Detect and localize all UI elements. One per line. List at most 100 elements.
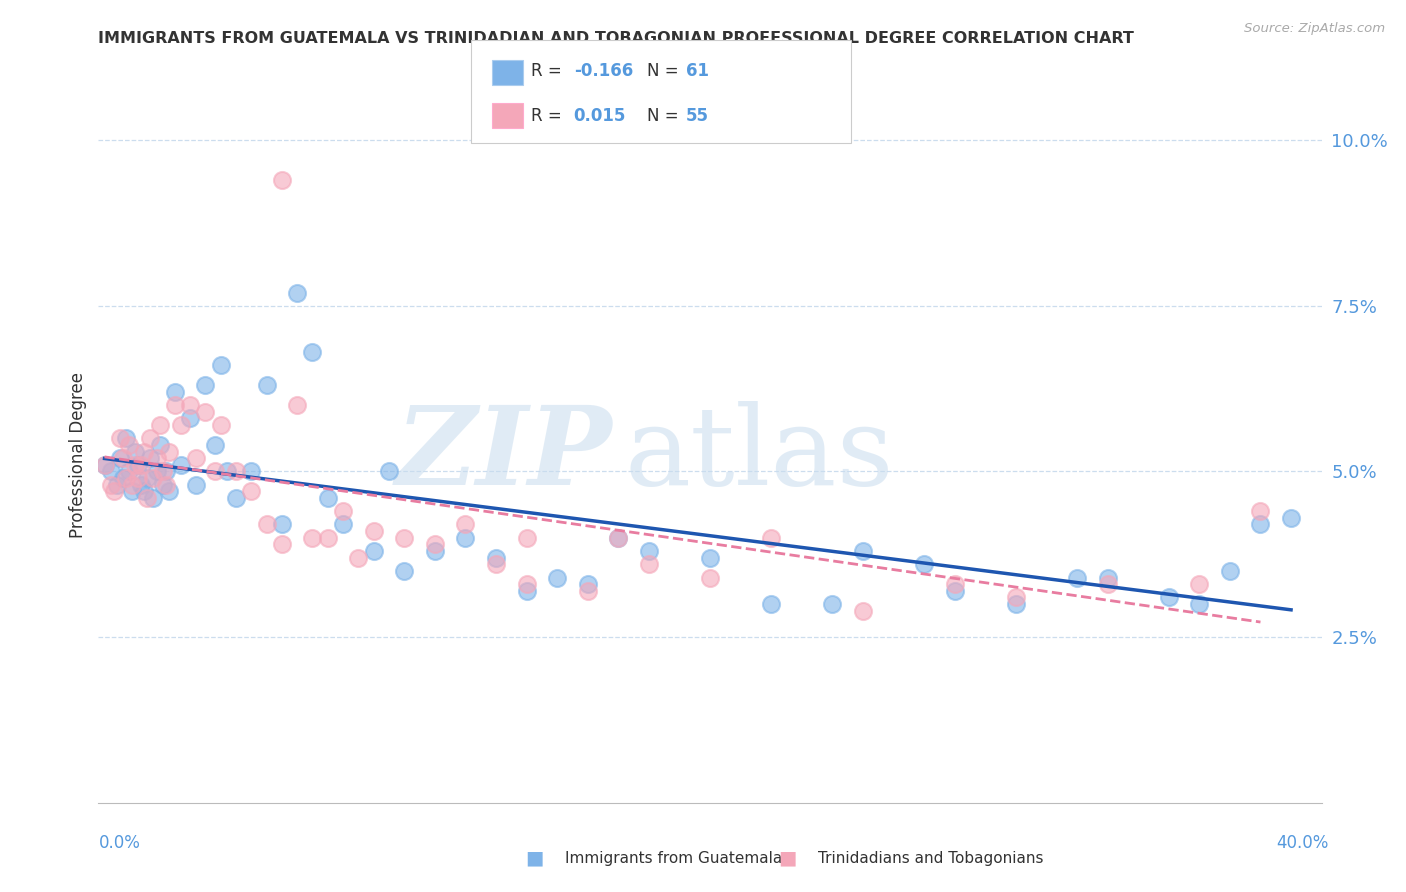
Point [485,558,508,572]
Point [607,531,630,545]
Point [225,465,247,479]
Point [111,451,134,466]
Text: ■: ■ [778,848,797,868]
Point [152,477,174,491]
Point [852,544,875,558]
Point [100,465,122,479]
Point [240,465,263,479]
Point [215,465,238,479]
Point [943,583,966,598]
Text: IMMIGRANTS FROM GUATEMALA VS TRINIDADIAN AND TOBAGONIAN PROFESSIONAL DEGREE CORR: IMMIGRANTS FROM GUATEMALA VS TRINIDADIAN… [98,31,1135,46]
Point [516,577,538,591]
Point [1097,570,1119,584]
Point [152,465,174,479]
Point [423,544,446,558]
Point [423,537,446,551]
Point [129,458,152,472]
Text: R =: R = [531,62,568,80]
Point [163,398,186,412]
Point [115,471,138,485]
Point [155,477,177,491]
Text: ■: ■ [524,848,544,868]
Text: R =: R = [531,107,568,125]
Text: 61: 61 [686,62,709,80]
Point [1188,597,1211,611]
Point [157,444,180,458]
Point [186,451,208,466]
Text: Source: ZipAtlas.com: Source: ZipAtlas.com [1244,22,1385,36]
Point [145,465,167,479]
Point [759,597,782,611]
Point [108,431,131,445]
Point [209,418,232,433]
Point [134,484,156,499]
Point [240,484,263,499]
Point [256,517,278,532]
Point [316,491,339,505]
Point [270,517,292,532]
Point [637,558,661,572]
Point [115,431,138,445]
Point [124,444,146,458]
Point [943,577,966,591]
Point [1157,591,1180,605]
Point [1279,511,1302,525]
Text: N =: N = [647,62,683,80]
Text: 0.015: 0.015 [574,107,626,125]
Text: Trinidadians and Tobagonians: Trinidadians and Tobagonians [818,851,1043,865]
Point [454,517,477,532]
Point [332,504,354,518]
Point [1004,591,1026,605]
Point [607,531,630,545]
Point [392,564,416,578]
Point [821,597,844,611]
Point [139,451,162,466]
Text: -0.166: -0.166 [574,62,633,80]
Point [637,544,661,558]
Point [100,477,122,491]
Point [347,550,370,565]
Point [852,604,875,618]
Point [105,477,128,491]
Point [103,484,125,499]
Point [270,537,292,551]
Point [1249,504,1271,518]
Point [225,491,247,505]
Point [256,378,278,392]
Point [699,550,721,565]
Point [186,477,208,491]
Point [111,471,134,485]
Point [145,451,167,466]
Point [1249,517,1271,532]
Point [139,431,162,445]
Point [108,451,131,466]
Text: ZIP: ZIP [395,401,612,508]
Point [1097,577,1119,591]
Point [363,524,385,538]
Point [179,398,201,412]
Point [170,418,193,433]
Point [155,465,177,479]
Point [127,458,149,472]
Text: Immigrants from Guatemala: Immigrants from Guatemala [565,851,783,865]
Point [204,438,226,452]
Point [129,477,152,491]
Point [134,444,156,458]
Point [454,531,477,545]
Point [142,471,165,485]
Point [142,491,165,505]
Point [163,384,186,399]
Point [179,411,201,425]
Point [118,465,141,479]
Point [270,173,292,187]
Point [332,517,354,532]
Point [301,531,323,545]
Point [485,550,508,565]
Point [194,405,217,419]
Point [363,544,385,558]
Point [124,458,146,472]
Point [912,558,935,572]
Point [170,458,193,472]
Point [1066,570,1088,584]
Point [149,418,172,433]
